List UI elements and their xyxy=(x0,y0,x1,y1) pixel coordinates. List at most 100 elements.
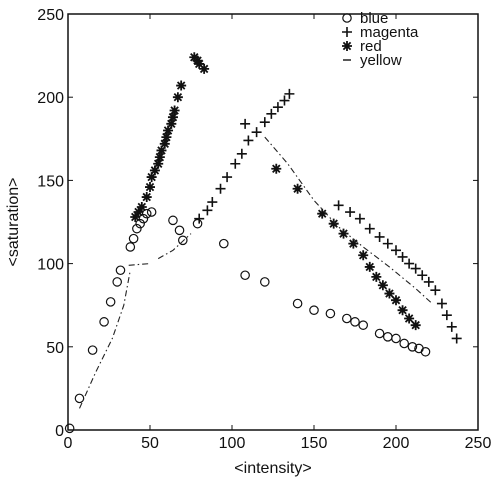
point-magenta xyxy=(382,238,393,249)
y-axis-label: <saturation> xyxy=(5,178,22,267)
legend-label: red xyxy=(360,38,382,55)
point-blue xyxy=(309,305,319,315)
point-red xyxy=(358,250,369,261)
point-red xyxy=(338,228,349,239)
series-red xyxy=(130,52,421,331)
point-red xyxy=(271,163,282,174)
point-blue xyxy=(192,218,203,229)
point-magenta xyxy=(374,231,385,242)
point-blue xyxy=(99,317,109,327)
point-magenta xyxy=(230,158,241,169)
y-tick-label: 50 xyxy=(46,340,64,357)
point-red xyxy=(348,238,359,249)
point-magenta xyxy=(397,251,408,262)
legend-item-red: red xyxy=(342,38,382,55)
point-magenta xyxy=(236,148,247,159)
point-red xyxy=(176,80,187,91)
point-blue xyxy=(146,207,157,217)
point-blue xyxy=(219,238,229,249)
point-blue xyxy=(358,320,368,330)
point-blue xyxy=(341,313,352,324)
point-red xyxy=(161,132,172,143)
point-magenta xyxy=(441,310,452,321)
series-yellow xyxy=(78,136,433,409)
point-magenta xyxy=(436,298,447,309)
point-magenta xyxy=(345,207,356,218)
point-blue xyxy=(174,225,185,236)
point-magenta xyxy=(446,321,457,332)
point-magenta xyxy=(215,183,226,194)
series-blue xyxy=(64,207,431,434)
point-magenta xyxy=(207,197,218,208)
point-red xyxy=(384,288,395,299)
line-yellow xyxy=(128,263,151,266)
point-red xyxy=(149,165,160,176)
point-blue xyxy=(87,345,98,355)
point-magenta xyxy=(423,276,434,287)
data-marks xyxy=(64,52,462,434)
point-red xyxy=(163,125,174,136)
point-magenta xyxy=(430,285,441,296)
legend-marker-blue xyxy=(342,13,352,23)
y-tick-label: 250 xyxy=(37,7,64,24)
point-magenta xyxy=(333,200,344,211)
point-red xyxy=(146,172,157,183)
series-magenta xyxy=(194,88,462,344)
point-blue xyxy=(115,265,126,276)
point-blue xyxy=(141,208,152,219)
point-magenta xyxy=(272,102,283,113)
point-red xyxy=(292,183,303,194)
point-red xyxy=(328,218,339,229)
x-tick-label: 150 xyxy=(301,435,328,452)
point-red xyxy=(166,118,177,129)
point-magenta xyxy=(202,205,213,216)
point-magenta xyxy=(194,213,205,224)
point-magenta xyxy=(410,263,421,274)
point-blue xyxy=(178,235,188,246)
x-tick-label: 100 xyxy=(219,435,246,452)
point-blue xyxy=(135,218,145,229)
point-blue xyxy=(74,393,85,404)
point-blue xyxy=(138,213,149,224)
point-magenta xyxy=(251,127,262,138)
point-blue xyxy=(105,297,116,307)
point-blue xyxy=(325,308,336,319)
x-axis-label: <intensity> xyxy=(234,460,311,477)
point-red xyxy=(172,92,183,103)
point-red xyxy=(317,208,328,219)
point-magenta xyxy=(259,117,270,128)
point-blue xyxy=(374,328,385,339)
legend-item-magenta: magenta xyxy=(342,24,419,41)
point-blue xyxy=(168,215,178,226)
point-magenta xyxy=(240,118,251,129)
legend-marker-red xyxy=(342,41,352,51)
point-red xyxy=(397,305,408,316)
point-red xyxy=(391,295,401,306)
point-magenta xyxy=(284,88,295,99)
point-magenta xyxy=(266,108,277,119)
point-blue xyxy=(132,223,142,234)
point-magenta xyxy=(243,135,254,146)
line-yellow xyxy=(157,233,192,260)
x-tick-label: 50 xyxy=(141,435,159,452)
point-red xyxy=(159,138,170,149)
point-blue xyxy=(350,317,360,327)
y-tick-label: 0 xyxy=(55,423,64,440)
point-blue xyxy=(399,338,409,349)
point-blue xyxy=(407,341,418,352)
point-blue xyxy=(112,277,122,287)
point-red xyxy=(377,280,388,291)
point-red xyxy=(154,152,165,163)
point-red xyxy=(169,105,180,116)
point-red xyxy=(404,313,415,324)
point-blue xyxy=(125,242,136,252)
y-tick-label: 150 xyxy=(37,173,64,190)
legend-item-blue: blue xyxy=(342,10,388,27)
legend-label: yellow xyxy=(360,52,402,69)
point-blue xyxy=(128,233,139,244)
point-blue xyxy=(240,270,250,281)
point-magenta xyxy=(451,333,462,344)
point-red xyxy=(153,158,164,169)
